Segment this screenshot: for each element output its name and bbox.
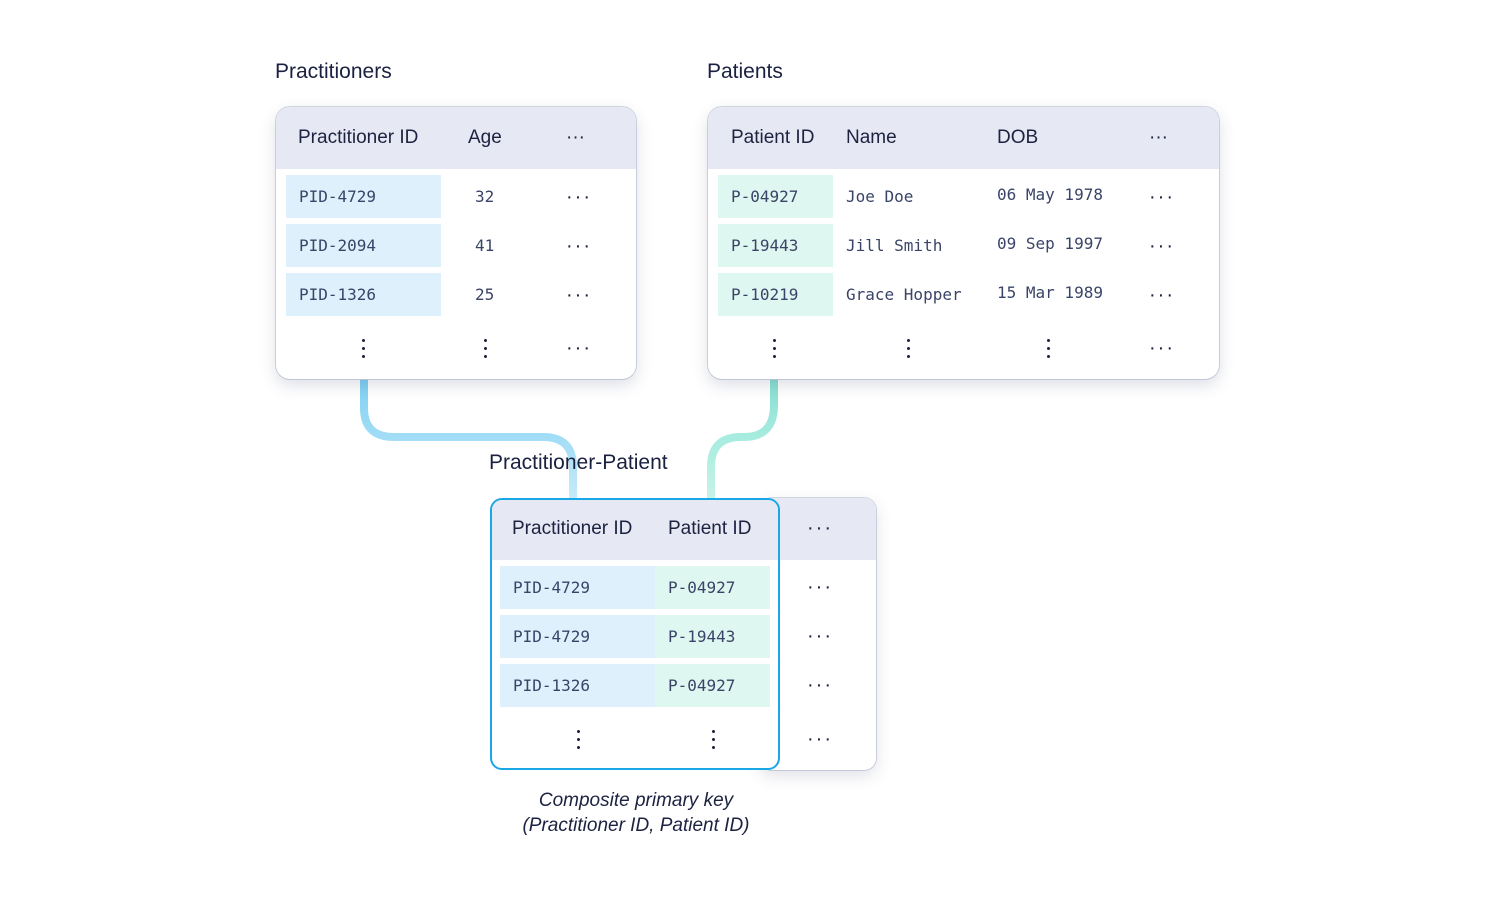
row-more-icon: ···	[566, 235, 592, 257]
more-icon: ···	[566, 337, 592, 359]
practitioners-table: Practitioner ID Age ··· PID-4729 32 ··· …	[276, 107, 636, 379]
vertical-ellipsis-icon	[362, 339, 366, 363]
practitioner-id-cell: PID-1326	[500, 664, 658, 707]
header-patient-id: Patient ID	[668, 518, 752, 539]
vertical-ellipsis-icon	[1047, 339, 1051, 363]
header-patient-id: Patient ID	[731, 127, 815, 148]
junction-title: Practitioner-Patient	[489, 451, 668, 474]
vertical-ellipsis-icon	[712, 730, 716, 754]
row-more-icon: ···	[566, 284, 592, 306]
vertical-ellipsis-icon	[773, 339, 777, 363]
caption-line-1: Composite primary key	[538, 790, 734, 811]
practitioner-connector	[360, 374, 577, 504]
junction-table: Practitioner ID Patient ID PID-4729 P-04…	[490, 498, 780, 770]
vertical-ellipsis-icon	[907, 339, 911, 363]
dob-cell: 09 Sep 1997	[997, 234, 1103, 253]
practitioner-id-cell: PID-4729	[500, 615, 658, 658]
header-more-icon: ···	[807, 517, 833, 539]
patient-id-cell: P-04927	[655, 664, 770, 707]
patient-id-cell: P-04927	[718, 175, 833, 218]
header-dob: DOB	[997, 127, 1039, 148]
practitioner-id-cell: PID-1326	[286, 273, 441, 316]
row-more-icon: ···	[807, 576, 833, 598]
patient-id-cell: P-10219	[718, 273, 833, 316]
patient-id-cell: P-19443	[718, 224, 833, 267]
practitioners-header-row: Practitioner ID Age ···	[276, 107, 636, 169]
name-cell: Jill Smith	[846, 236, 943, 255]
patient-id-cell: P-04927	[655, 566, 770, 609]
practitioner-id-cell: PID-4729	[286, 175, 441, 218]
patient-connector	[707, 374, 778, 504]
age-cell: 32	[475, 187, 495, 206]
header-practitioner-id: Practitioner ID	[512, 518, 633, 539]
caption-line-2: (Practitioner ID, Patient ID)	[522, 815, 750, 836]
more-icon: ···	[807, 728, 833, 750]
dob-cell: 06 May 1978	[997, 185, 1103, 204]
patients-table: Patient ID Name DOB ··· P-04927 Joe Doe …	[708, 107, 1219, 379]
age-cell: 41	[475, 236, 495, 255]
patients-title: Patients	[707, 60, 783, 83]
row-more-icon: ···	[1149, 284, 1175, 306]
header-more-icon: ···	[566, 127, 585, 148]
header-name: Name	[846, 127, 897, 148]
name-cell: Grace Hopper	[846, 285, 962, 304]
header-practitioner-id: Practitioner ID	[298, 127, 419, 148]
vertical-ellipsis-icon	[577, 730, 581, 754]
composite-key-caption: Composite primary key (Practitioner ID, …	[476, 790, 796, 837]
row-more-icon: ···	[1149, 235, 1175, 257]
patient-id-cell: P-19443	[655, 615, 770, 658]
row-more-icon: ···	[1149, 186, 1175, 208]
vertical-ellipsis-icon	[484, 339, 488, 363]
row-more-icon: ···	[566, 186, 592, 208]
more-icon: ···	[1149, 337, 1175, 359]
junction-header-row: Practitioner ID Patient ID	[492, 500, 778, 560]
header-more-icon: ···	[1149, 127, 1168, 148]
dob-cell: 15 Mar 1989	[997, 283, 1103, 302]
row-more-icon: ···	[807, 674, 833, 696]
patients-header-row: Patient ID Name DOB ···	[708, 107, 1219, 169]
header-age: Age	[468, 127, 502, 148]
practitioners-title: Practitioners	[275, 60, 392, 83]
practitioner-id-cell: PID-4729	[500, 566, 658, 609]
practitioner-id-cell: PID-2094	[286, 224, 441, 267]
age-cell: 25	[475, 285, 495, 304]
row-more-icon: ···	[807, 625, 833, 647]
name-cell: Joe Doe	[846, 187, 914, 206]
